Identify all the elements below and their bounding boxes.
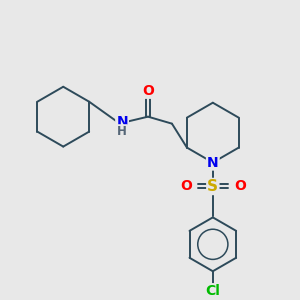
Text: S: S	[207, 179, 218, 194]
Text: O: O	[234, 179, 246, 194]
Text: O: O	[180, 179, 192, 194]
Text: Cl: Cl	[206, 284, 220, 298]
Text: N: N	[116, 115, 128, 129]
Text: N: N	[207, 155, 219, 170]
Text: O: O	[142, 84, 154, 98]
Text: H: H	[117, 125, 127, 138]
